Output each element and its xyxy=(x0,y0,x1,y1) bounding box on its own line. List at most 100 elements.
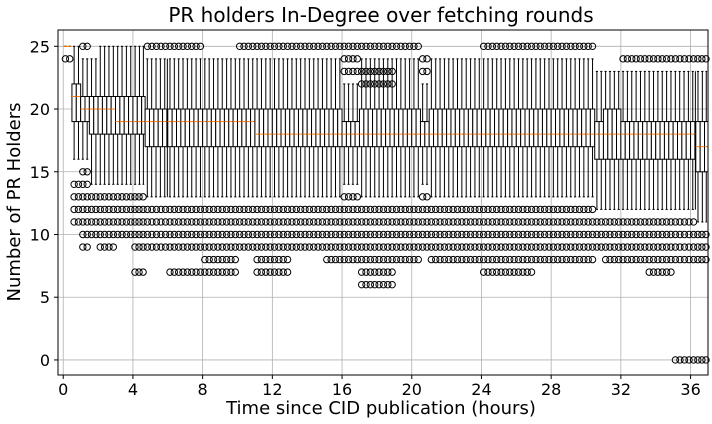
outlier-point xyxy=(179,230,187,239)
outlier-point xyxy=(379,243,388,251)
outlier-point xyxy=(658,268,666,276)
box xyxy=(271,58,278,198)
outlier-point xyxy=(418,230,427,239)
outlier-point xyxy=(632,55,640,63)
outlier-point xyxy=(214,218,222,226)
outlier-point xyxy=(567,205,575,214)
box xyxy=(695,70,701,223)
outlier-point xyxy=(676,243,684,251)
box xyxy=(533,58,539,198)
outlier-point xyxy=(641,218,649,226)
outlier-point xyxy=(458,218,466,226)
outlier-point xyxy=(349,55,357,63)
outlier-point xyxy=(423,55,431,63)
outlier-point xyxy=(371,280,379,289)
x-axis-label: Time since CID publication (hours) xyxy=(225,398,536,419)
outlier-point xyxy=(379,280,388,289)
outlier-point xyxy=(79,230,87,239)
outlier-point xyxy=(205,230,213,239)
outlier-point xyxy=(397,42,405,51)
outlier-point xyxy=(275,243,283,251)
box-body xyxy=(206,108,212,148)
outlier-point xyxy=(506,218,514,226)
box-body xyxy=(655,121,661,160)
box xyxy=(450,58,456,198)
outlier-point xyxy=(384,268,392,276)
outlier-point xyxy=(645,243,653,251)
outlier-point xyxy=(331,255,340,264)
box-body xyxy=(101,95,108,135)
outlier-point xyxy=(253,42,261,51)
box-body xyxy=(123,95,130,135)
outlier-point xyxy=(392,243,401,251)
box-body xyxy=(546,108,552,148)
outlier-point xyxy=(275,42,283,51)
outlier-point xyxy=(366,243,375,251)
box xyxy=(184,58,191,198)
outlier-point xyxy=(645,255,653,264)
outlier-point xyxy=(270,243,279,251)
box-body xyxy=(585,108,591,148)
outlier-point xyxy=(449,205,457,214)
outlier-point xyxy=(127,230,135,239)
outlier-point xyxy=(549,243,558,251)
outlier-point xyxy=(553,205,562,214)
outlier-point xyxy=(623,218,632,226)
outlier-point xyxy=(484,255,492,264)
outlier-point xyxy=(205,205,213,214)
outlier-point xyxy=(698,255,706,264)
outlier-point xyxy=(536,243,544,251)
outlier-point xyxy=(79,205,87,214)
x-tick-label: 16 xyxy=(332,380,352,399)
outlier-point xyxy=(536,230,544,239)
outlier-point xyxy=(388,42,396,51)
outlier-point xyxy=(488,255,497,264)
outlier-point xyxy=(501,230,510,239)
outlier-point xyxy=(105,193,113,201)
outlier-point xyxy=(183,218,192,226)
outlier-point xyxy=(510,205,518,214)
outlier-point xyxy=(371,67,379,76)
outlier-point xyxy=(266,42,274,51)
box xyxy=(241,58,247,198)
box xyxy=(128,45,134,185)
box xyxy=(572,58,578,198)
outlier-point xyxy=(340,205,348,214)
outlier-point xyxy=(262,218,270,226)
outlier-point xyxy=(527,230,536,239)
outlier-point xyxy=(453,255,462,264)
outlier-point xyxy=(174,205,183,214)
outlier-point xyxy=(113,218,122,226)
outlier-point xyxy=(305,42,314,51)
box xyxy=(602,70,609,210)
box xyxy=(559,58,565,198)
outlier-point xyxy=(685,55,693,63)
outlier-point xyxy=(628,218,636,226)
outlier-point xyxy=(188,42,196,51)
box xyxy=(376,58,382,198)
outlier-point xyxy=(397,230,405,239)
outlier-point xyxy=(484,42,492,51)
outlier-point xyxy=(601,218,610,226)
outlier-point xyxy=(379,42,388,51)
outlier-point xyxy=(292,243,301,251)
box-body xyxy=(402,108,408,148)
outlier-point xyxy=(222,268,231,276)
outlier-point xyxy=(497,243,505,251)
box xyxy=(250,58,256,198)
outlier-point xyxy=(501,218,510,226)
outlier-point xyxy=(305,230,314,239)
outlier-point xyxy=(401,243,409,251)
outlier-point xyxy=(510,268,518,276)
outlier-point xyxy=(222,243,231,251)
outlier-point xyxy=(484,205,492,214)
outlier-point xyxy=(519,230,527,239)
box-body xyxy=(633,121,639,160)
box xyxy=(459,58,465,198)
box-body xyxy=(459,108,465,148)
box xyxy=(328,58,334,198)
box xyxy=(202,58,208,198)
outlier-point xyxy=(580,42,588,51)
box xyxy=(132,45,138,185)
outlier-point xyxy=(288,42,296,51)
